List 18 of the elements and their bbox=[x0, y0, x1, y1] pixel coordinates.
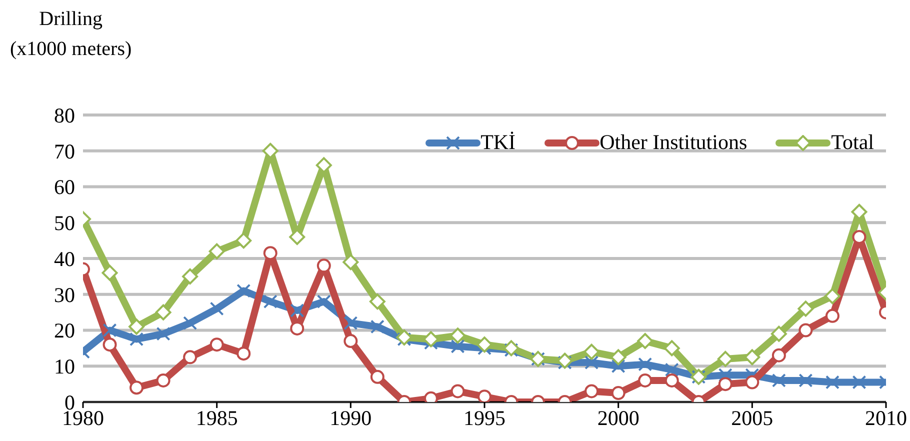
x-tick-label: 2010 bbox=[865, 406, 907, 430]
y-tick-label: 30 bbox=[54, 282, 75, 307]
x-tick-label: 2000 bbox=[597, 406, 640, 430]
y-tick-label: 70 bbox=[54, 139, 75, 164]
x-tick-label: 1990 bbox=[330, 406, 372, 430]
y-tick-label: 20 bbox=[54, 318, 75, 343]
legend-label: TKİ bbox=[480, 130, 516, 155]
legend-label: Total bbox=[831, 130, 874, 155]
x-tick-label: 1985 bbox=[196, 406, 238, 430]
y-tick-label: 60 bbox=[54, 175, 75, 200]
legend-label: Other Institutions bbox=[600, 130, 748, 155]
y-tick-label: 40 bbox=[54, 246, 75, 271]
y-tick-label: 80 bbox=[54, 103, 75, 128]
x-tick-label: 2005 bbox=[731, 406, 774, 430]
x-tick-label: 1995 bbox=[464, 406, 506, 430]
y-tick-label: 50 bbox=[54, 211, 75, 236]
y-tick-label: 10 bbox=[54, 354, 75, 379]
y-axis-title: Drilling (x1000 meters) bbox=[10, 7, 132, 62]
